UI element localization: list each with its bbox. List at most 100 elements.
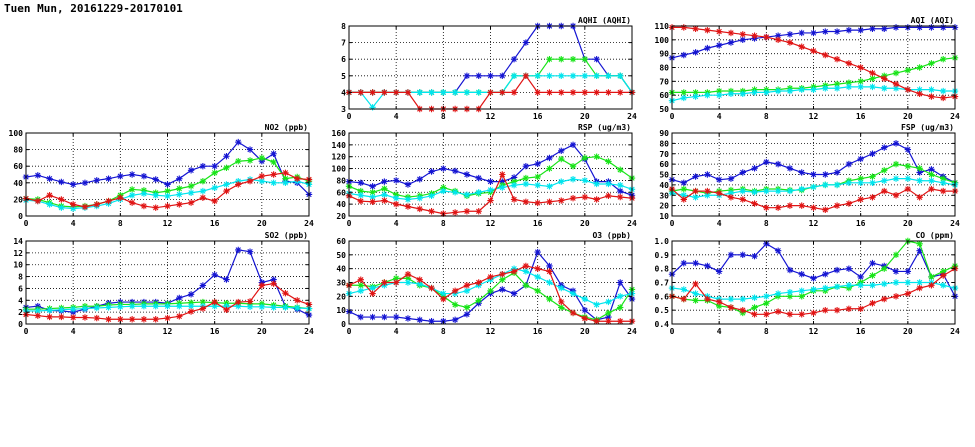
data-point bbox=[822, 206, 829, 213]
data-point bbox=[105, 197, 112, 205]
data-point bbox=[593, 153, 600, 160]
data-point bbox=[270, 171, 277, 178]
data-point bbox=[857, 305, 864, 312]
data-point bbox=[928, 24, 935, 31]
y-tick-label: 60 bbox=[659, 160, 669, 169]
x-tick-label: 12 bbox=[486, 327, 496, 336]
data-point bbox=[833, 56, 841, 63]
panel-title: CO (ppm) bbox=[915, 231, 954, 240]
data-point bbox=[593, 56, 600, 63]
y-tick-label: 8 bbox=[18, 273, 23, 282]
data-point bbox=[128, 199, 136, 206]
data-point bbox=[857, 64, 864, 71]
data-point bbox=[258, 303, 266, 311]
data-point bbox=[916, 177, 923, 184]
panel-title: RSP (ug/m3) bbox=[578, 123, 631, 132]
data-point bbox=[510, 178, 518, 185]
data-point bbox=[581, 295, 589, 303]
data-point bbox=[680, 196, 687, 203]
y-tick-label: 10 bbox=[13, 261, 23, 270]
y-tick-label: 80 bbox=[13, 146, 23, 155]
data-point bbox=[211, 169, 218, 177]
data-point bbox=[451, 167, 459, 175]
data-point bbox=[58, 313, 65, 321]
y-tick-label: 50 bbox=[659, 171, 669, 180]
data-point bbox=[475, 174, 482, 182]
data-point bbox=[763, 33, 770, 41]
data-point bbox=[751, 89, 758, 96]
data-point bbox=[117, 303, 124, 311]
data-point bbox=[270, 179, 277, 186]
data-point bbox=[774, 247, 782, 254]
data-point bbox=[294, 297, 301, 304]
data-point bbox=[440, 290, 447, 297]
data-point bbox=[463, 208, 471, 215]
data-point bbox=[164, 202, 171, 210]
data-point bbox=[786, 39, 794, 46]
data-point bbox=[833, 181, 841, 189]
data-point bbox=[558, 304, 565, 311]
data-point bbox=[140, 316, 148, 323]
data-point bbox=[381, 178, 388, 185]
data-point bbox=[881, 265, 888, 272]
data-point bbox=[881, 187, 888, 195]
data-point bbox=[475, 208, 482, 215]
data-point bbox=[294, 175, 301, 182]
data-point bbox=[392, 313, 400, 321]
data-point bbox=[810, 29, 817, 37]
data-point bbox=[128, 303, 136, 310]
data-point bbox=[857, 26, 864, 34]
data-point bbox=[763, 293, 770, 300]
data-point bbox=[739, 187, 746, 195]
x-tick-label: 24 bbox=[627, 112, 637, 121]
data-point bbox=[786, 288, 794, 296]
y-tick-label: 0.9 bbox=[655, 251, 670, 260]
data-point bbox=[522, 180, 530, 188]
data-point bbox=[774, 290, 782, 297]
data-point bbox=[704, 44, 711, 52]
x-tick-label: 8 bbox=[441, 112, 446, 121]
x-tick-label: 16 bbox=[533, 327, 543, 336]
data-point bbox=[369, 104, 376, 111]
data-point bbox=[558, 147, 565, 154]
data-point bbox=[546, 268, 553, 275]
data-point bbox=[916, 247, 923, 254]
data-point bbox=[928, 177, 935, 184]
x-tick-label: 4 bbox=[71, 327, 76, 336]
data-point bbox=[499, 286, 506, 293]
data-point bbox=[739, 90, 746, 97]
y-tick-label: 40 bbox=[13, 179, 23, 188]
y-tick-label: 4 bbox=[341, 88, 346, 97]
data-point bbox=[369, 313, 376, 321]
data-point bbox=[928, 185, 935, 193]
data-point bbox=[763, 187, 770, 195]
data-point bbox=[499, 271, 506, 278]
data-point bbox=[892, 279, 900, 286]
data-point bbox=[522, 72, 530, 79]
x-tick-label: 20 bbox=[257, 327, 267, 336]
data-point bbox=[739, 295, 746, 303]
data-point bbox=[916, 240, 923, 247]
data-point bbox=[869, 194, 876, 201]
data-point bbox=[810, 204, 817, 211]
data-point bbox=[617, 304, 624, 311]
data-point bbox=[223, 306, 230, 313]
data-point bbox=[798, 271, 805, 278]
data-point bbox=[223, 187, 230, 195]
y-tick-label: 160 bbox=[332, 129, 347, 138]
data-point bbox=[881, 25, 888, 32]
data-point bbox=[940, 175, 947, 182]
data-point bbox=[904, 279, 912, 286]
data-point bbox=[451, 89, 459, 96]
data-point bbox=[904, 268, 912, 275]
data-point bbox=[774, 87, 782, 95]
panel-no2: 0 4 8 12 16 20 24 0 20 40 60 80 100 NO2 (ppb) bbox=[9, 123, 314, 228]
y-tick-label: 0.5 bbox=[655, 306, 670, 315]
data-point bbox=[727, 175, 735, 182]
data-point bbox=[463, 171, 471, 178]
data-point bbox=[581, 89, 589, 96]
x-tick-label: 4 bbox=[717, 219, 722, 228]
data-point bbox=[558, 197, 565, 204]
y-tick-label: 3 bbox=[341, 105, 346, 114]
data-point bbox=[546, 89, 553, 96]
